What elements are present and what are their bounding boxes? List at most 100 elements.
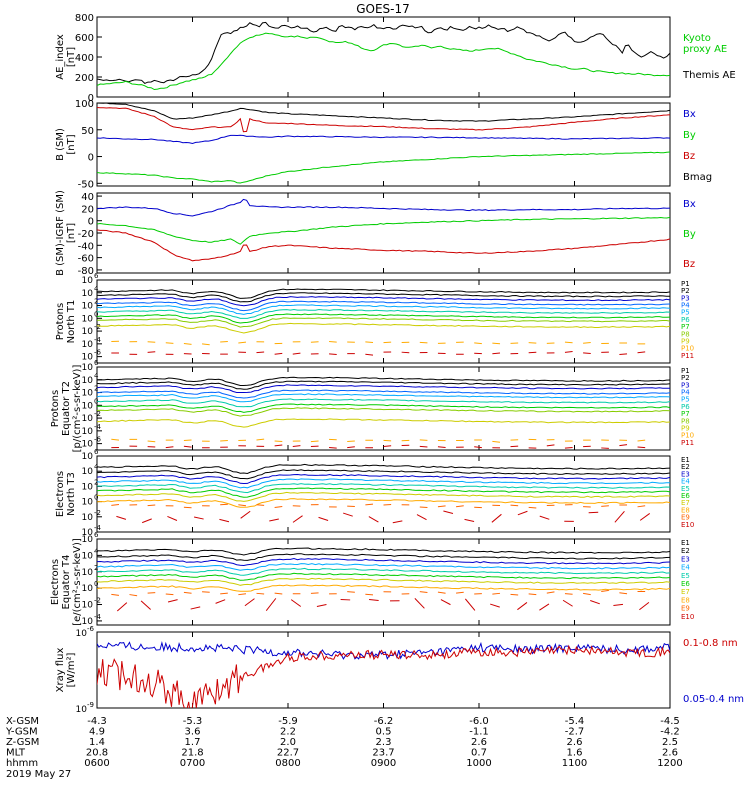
series-line-p10 [183, 342, 192, 345]
series-line-e6 [97, 487, 670, 498]
series-line-p4 [97, 300, 670, 312]
series-line-0-05-0-4-nm [97, 640, 670, 660]
ephemeris-value: -5.4 [565, 716, 585, 727]
channel-label: P5 [681, 396, 690, 404]
series-line-p10 [383, 341, 392, 344]
series-line-p10 [492, 440, 501, 443]
series-line-p11 [419, 445, 428, 448]
series-line-e10 [464, 598, 476, 611]
series-line-p3 [97, 384, 670, 393]
series-line-e9 [147, 592, 156, 594]
channel-label: E8 [681, 596, 690, 604]
channel-label: P3 [681, 381, 690, 389]
series-line-kyoto-proxy-ae [97, 32, 670, 91]
series-group [97, 21, 670, 91]
y-tick-label: 10 [82, 376, 94, 386]
series-line-e1 [97, 463, 670, 475]
y-tick-exponent: 2 [94, 385, 98, 393]
y-tick-exponent: 0 [94, 494, 98, 502]
y-axis-label: Protons [50, 390, 61, 427]
channel-label: E6 [681, 492, 690, 500]
series-line-e10 [517, 602, 528, 611]
legend-entry: Bz [683, 259, 695, 270]
y-tick-label: 10 [82, 414, 94, 424]
legend-entry: Themis AE [682, 70, 736, 81]
series-line-e10 [639, 513, 651, 521]
y-tick-exponent: 2 [94, 564, 98, 572]
panel-frame [96, 102, 671, 187]
series-line-e10 [464, 518, 475, 522]
series-line-p10 [147, 341, 156, 343]
series-line-e10 [265, 598, 277, 611]
ephemeris-value: 0600 [84, 758, 109, 769]
channel-label: E2 [681, 463, 690, 471]
y-tick-label: 400 [75, 53, 94, 64]
y-tick-label: 10 [82, 535, 94, 545]
legend-entry: By [683, 229, 696, 240]
channel-label: E2 [681, 547, 690, 555]
series-line-p10 [238, 341, 247, 344]
y-tick-exponent: 4 [94, 372, 99, 380]
panel-2: B (SM) [nT] -50 0 50 100 Bx By Bz Bmag [55, 99, 712, 190]
series-line-p8 [97, 407, 670, 417]
series-line-e9 [546, 591, 555, 594]
series-line-e1 [97, 547, 670, 556]
y-axis-label: Electrons [55, 471, 66, 517]
series-line-e10 [116, 602, 128, 612]
series-line-p10 [492, 342, 501, 345]
series-line-e9 [111, 593, 120, 596]
series-line-e10 [292, 515, 303, 523]
channel-label: E6 [681, 580, 690, 588]
series-line-p11 [492, 352, 501, 355]
series-line-e9 [183, 591, 192, 594]
y-tick-label: 10 [82, 289, 94, 299]
series-line-e10 [369, 598, 379, 602]
channel-label: P1 [681, 280, 690, 288]
y-tick-label: 10 [82, 467, 94, 477]
ephemeris-value: -2.7 [565, 727, 585, 738]
y-axis-label: North T3 [66, 472, 77, 516]
series-line-e9 [129, 594, 138, 597]
y-tick-label: 100 [75, 99, 94, 110]
series-line-e10 [368, 516, 379, 523]
series-line-0-1-0-8-nm [97, 644, 670, 708]
series-line-e9 [256, 504, 265, 506]
y-tick-label: 10 [82, 528, 94, 538]
y-axis-label: North T1 [66, 300, 77, 344]
ephemeris-value: 1.4 [89, 737, 105, 748]
y-tick-label: 10 [82, 363, 94, 373]
series-line-p11 [637, 446, 646, 449]
y-axis-label: [nT] [66, 134, 77, 154]
series-line-e10 [392, 520, 403, 524]
series-line-p11 [510, 445, 519, 448]
series-line-p11 [329, 353, 337, 355]
y-tick-label: 0 [88, 217, 94, 228]
y-tick-label: 50 [81, 126, 94, 137]
ephemeris-value: 2.6 [567, 737, 583, 748]
series-line-e9 [528, 593, 537, 596]
y-tick-label: -40 [78, 241, 94, 252]
y-tick-label: 10 [76, 705, 88, 715]
series-line-p11 [546, 444, 555, 447]
series-line-p10 [365, 341, 374, 343]
series-line-e10 [140, 600, 151, 610]
series-line-e9 [147, 504, 156, 507]
ephemeris-value: -4.3 [87, 716, 107, 727]
y-axis-label: Equator T4 [61, 555, 72, 610]
ephemeris-value: 3.6 [185, 727, 201, 738]
channel-label: P8 [681, 330, 690, 338]
series-line-p11 [292, 352, 301, 355]
series-line-p11 [437, 446, 446, 449]
ephemeris-value: 2.6 [471, 737, 487, 748]
y-axis-label: Equator T2 [61, 381, 72, 436]
y-tick-label: -50 [78, 179, 94, 190]
series-line-p5 [97, 304, 670, 315]
channel-label: E7 [681, 588, 690, 596]
series-line-p11 [147, 351, 156, 353]
ephemeris-value: 1200 [657, 758, 682, 769]
series-line-e9 [437, 505, 446, 508]
series-line-e10 [416, 514, 427, 521]
y-tick-exponent: -4 [94, 423, 102, 431]
series-line-e4 [97, 563, 670, 571]
